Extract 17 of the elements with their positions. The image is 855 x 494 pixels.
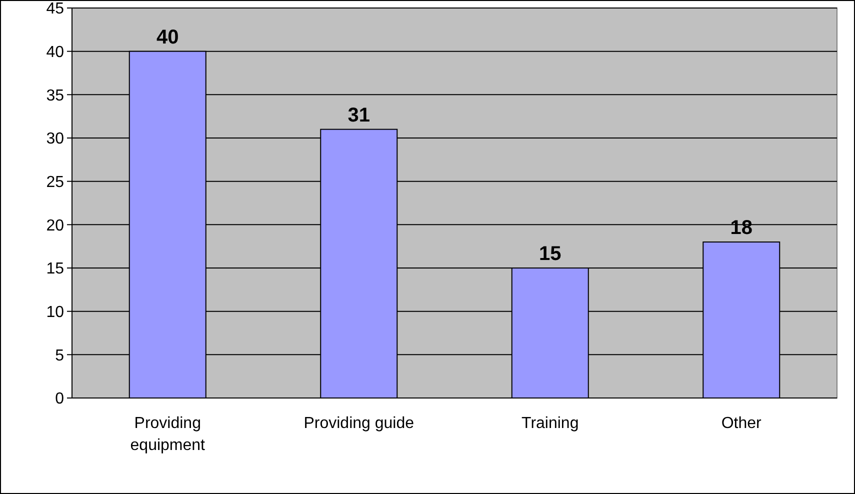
y-tick-label: 40 bbox=[46, 44, 64, 61]
y-tick-label: 0 bbox=[55, 390, 64, 408]
data-label: 40 bbox=[156, 26, 179, 48]
y-tick-label: 15 bbox=[46, 260, 64, 278]
y-tick-label: 5 bbox=[55, 347, 64, 364]
x-tick-label: Providing equipment bbox=[130, 415, 206, 454]
data-label: 31 bbox=[348, 104, 370, 126]
data-label: 15 bbox=[539, 243, 562, 265]
y-tick-label: 30 bbox=[46, 130, 64, 148]
y-tick-label: 25 bbox=[46, 174, 64, 191]
x-tick-label: Providing guide bbox=[304, 415, 414, 432]
x-tick-label: Other bbox=[721, 415, 762, 432]
y-tick-label: 35 bbox=[46, 87, 64, 104]
y-tick-label: 20 bbox=[46, 217, 64, 234]
x-tick-label: Training bbox=[522, 415, 579, 432]
y-tick-label: 10 bbox=[46, 304, 64, 321]
y-tick-label: 45 bbox=[46, 0, 64, 18]
